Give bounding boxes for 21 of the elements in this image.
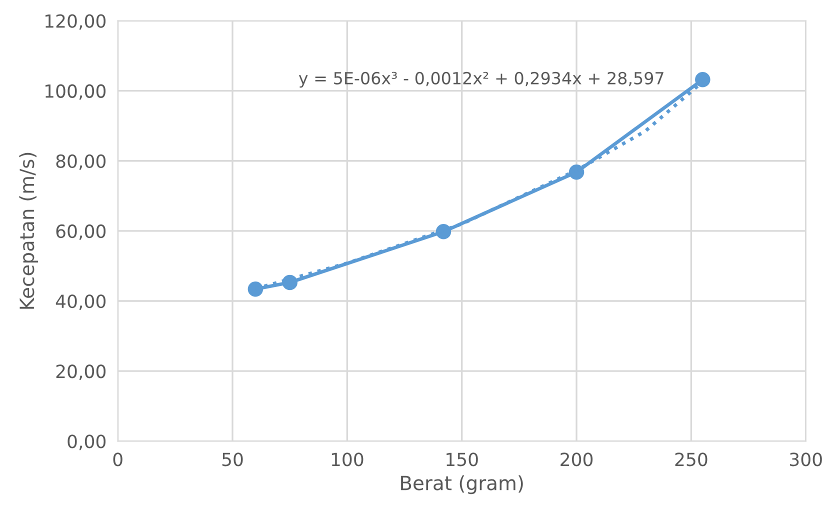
x-tick-label: 250 [675,452,708,466]
point [568,164,584,180]
x-tick-label: 100 [332,452,364,466]
y-tick-label: 40,00 [56,294,106,310]
x-tick-label: 150 [446,452,478,466]
y-tick-label: 20,00 [56,364,106,380]
x-axis-title: Berat (gram) [401,475,523,494]
point [436,224,452,240]
point [248,281,264,297]
x-tick-label: 0 [113,452,122,466]
annotation: y = 5E-06x³ - 0,0012x² + 0,2934x + 28,597 [298,72,664,88]
y-tick-label: 120,00 [46,14,106,30]
y-tick-label: 80,00 [56,154,106,170]
y-tick-label: 60,00 [56,224,106,240]
y-axis-title: Kecepatan (m/s) [19,152,38,309]
x-tick-label: 50 [222,452,243,466]
x-tick-label: 200 [560,452,593,466]
point [695,72,710,88]
y-tick-label: 0,00 [68,434,106,450]
y-tick-label: 100,00 [46,84,106,100]
x-tick-label: 300 [790,452,822,466]
